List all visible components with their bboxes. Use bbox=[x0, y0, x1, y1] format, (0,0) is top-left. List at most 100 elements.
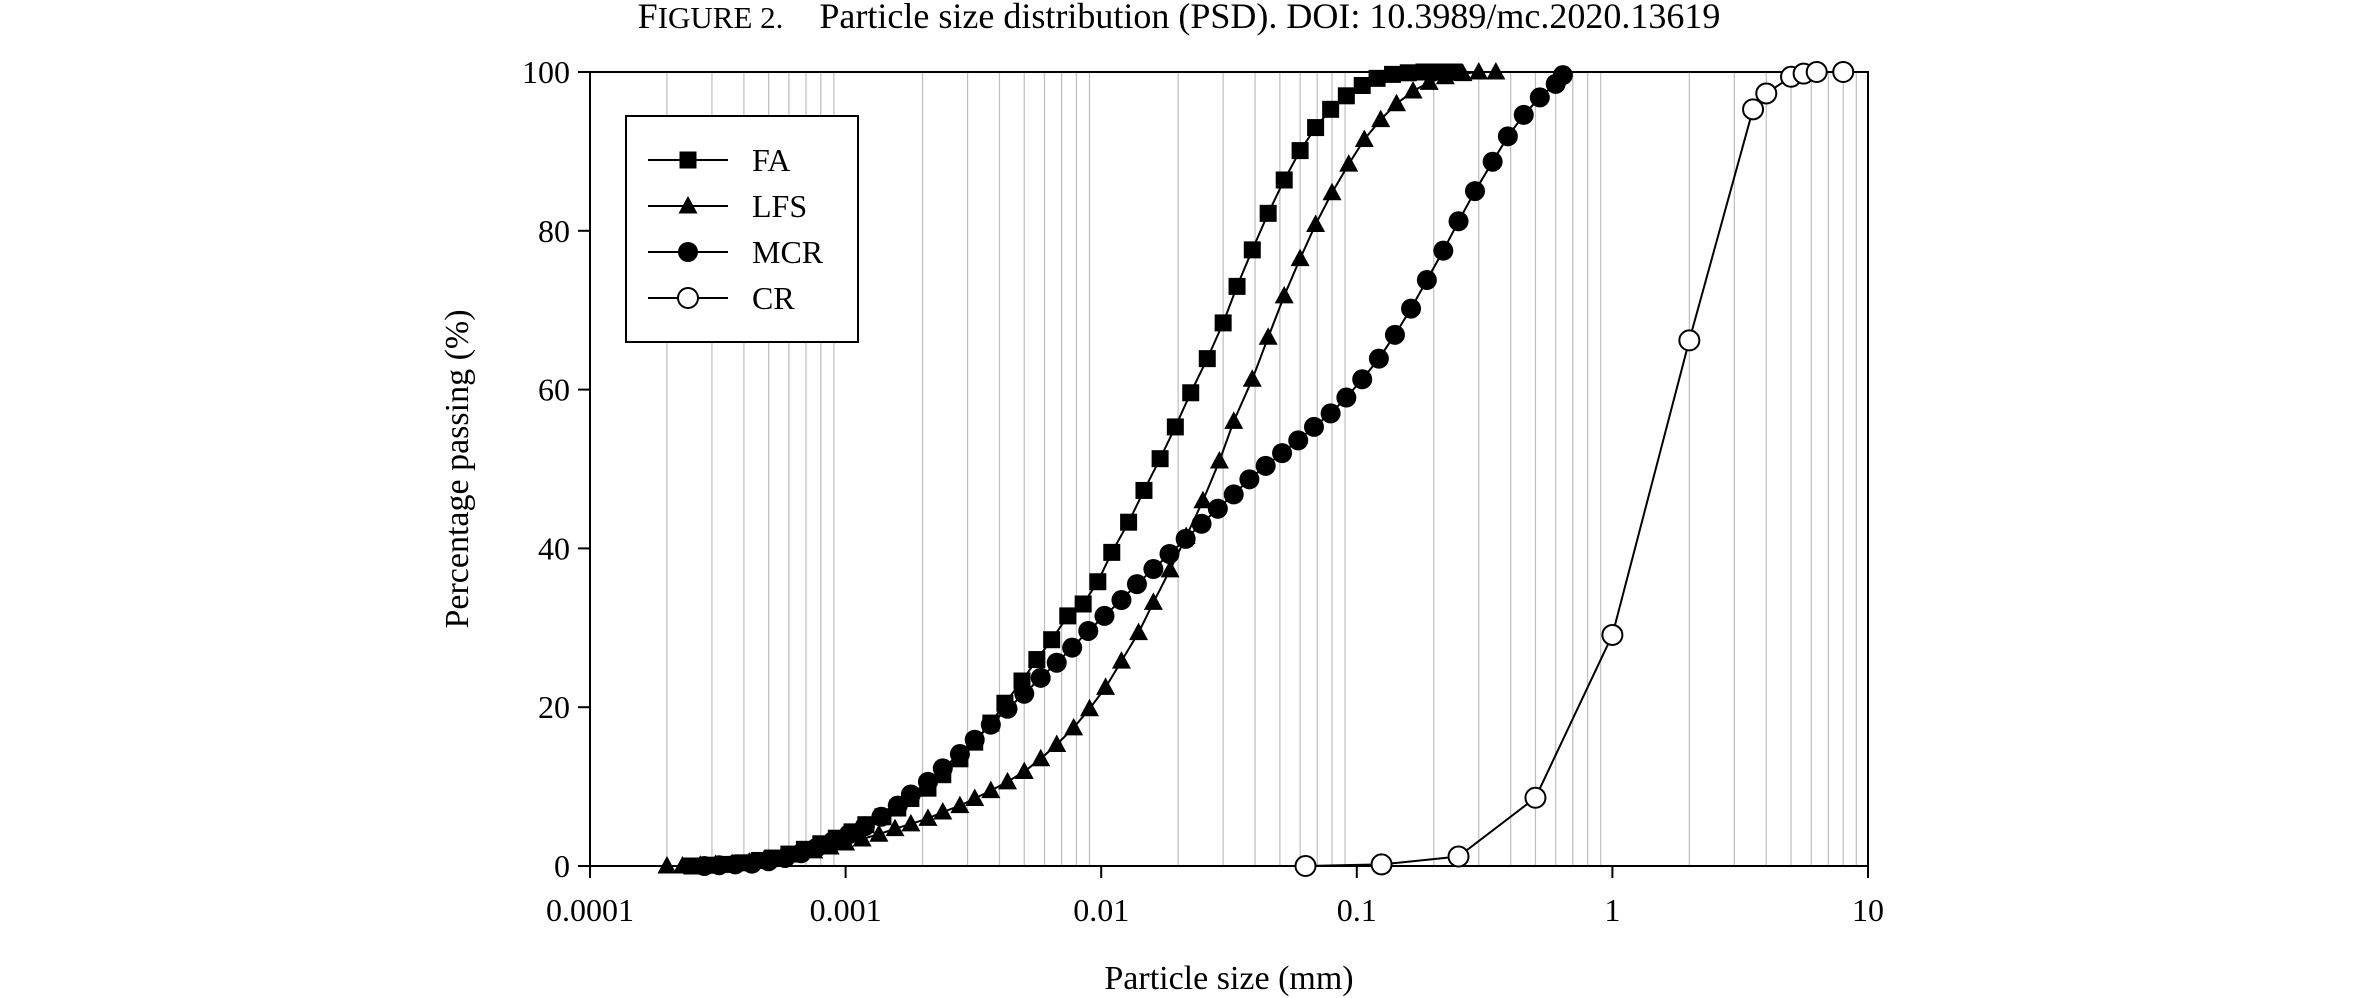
data-point bbox=[1486, 62, 1506, 80]
data-point bbox=[672, 856, 692, 874]
data-point bbox=[1353, 76, 1371, 94]
y-tick-label: 40 bbox=[538, 530, 570, 566]
x-tick-label: 0.1 bbox=[1337, 892, 1377, 928]
figure-label-initial: F bbox=[638, 0, 658, 36]
data-point bbox=[1678, 329, 1701, 352]
data-point bbox=[980, 714, 1001, 735]
data-point bbox=[964, 729, 985, 750]
data-point bbox=[1433, 240, 1454, 261]
data-point bbox=[1059, 607, 1077, 625]
data-point bbox=[806, 837, 827, 858]
data-point bbox=[1193, 490, 1213, 509]
data-point bbox=[900, 784, 921, 805]
y-tick-label: 60 bbox=[538, 372, 570, 408]
data-point bbox=[1259, 204, 1277, 222]
data-point bbox=[1742, 98, 1765, 121]
series-cr bbox=[1294, 61, 1855, 877]
data-point bbox=[1014, 761, 1034, 780]
y-axis-title: Percentage passing (%) bbox=[439, 309, 476, 628]
data-point bbox=[838, 824, 859, 845]
data-point bbox=[1242, 369, 1262, 387]
figure-label-rest: IGURE 2. bbox=[658, 0, 784, 35]
data-point bbox=[1239, 469, 1260, 490]
data-point bbox=[1080, 698, 1100, 717]
data-point bbox=[1371, 109, 1391, 128]
plot-frame bbox=[589, 71, 1869, 867]
series-mcr bbox=[694, 65, 1573, 876]
data-point bbox=[1228, 277, 1246, 295]
data-point bbox=[1272, 443, 1293, 464]
data-point bbox=[1435, 66, 1455, 85]
data-point bbox=[709, 855, 730, 876]
legend-item-cr: CR bbox=[648, 280, 795, 316]
data-point bbox=[997, 698, 1018, 719]
x-tick-label: 1 bbox=[1604, 892, 1620, 928]
data-point bbox=[1275, 171, 1293, 189]
data-point bbox=[822, 831, 843, 852]
data-point bbox=[852, 829, 872, 847]
data-point bbox=[1064, 717, 1084, 736]
data-point bbox=[1336, 387, 1357, 408]
data-point bbox=[1258, 327, 1278, 345]
data-point bbox=[1255, 455, 1276, 476]
data-point bbox=[949, 744, 970, 765]
data-point bbox=[758, 851, 779, 872]
data-point bbox=[678, 196, 698, 214]
data-point bbox=[1126, 574, 1147, 595]
x-tick-label: 0.0001 bbox=[546, 892, 634, 928]
data-point bbox=[871, 806, 892, 827]
data-point bbox=[1529, 87, 1550, 108]
data-point bbox=[1135, 481, 1153, 499]
data-point bbox=[1151, 450, 1169, 468]
legend: FA LFS MCR CR bbox=[625, 115, 859, 343]
data-point bbox=[1175, 528, 1196, 549]
data-point bbox=[1028, 651, 1046, 669]
data-point bbox=[917, 771, 938, 792]
y-tick-label: 0 bbox=[554, 848, 570, 884]
data-point bbox=[1482, 151, 1503, 172]
data-point bbox=[1291, 142, 1309, 160]
data-point bbox=[1755, 82, 1778, 105]
data-point bbox=[1014, 683, 1035, 704]
x-tick-label: 10 bbox=[1852, 892, 1884, 928]
data-point bbox=[678, 242, 698, 262]
data-point bbox=[932, 758, 953, 779]
data-point bbox=[885, 818, 905, 837]
data-point bbox=[725, 854, 746, 875]
data-point bbox=[1805, 61, 1828, 83]
data-point bbox=[679, 151, 697, 169]
data-point bbox=[1062, 637, 1083, 658]
data-point bbox=[1111, 590, 1132, 611]
data-point bbox=[1078, 620, 1099, 641]
data-point bbox=[1497, 126, 1518, 147]
data-point bbox=[1370, 853, 1393, 876]
data-point bbox=[1387, 93, 1407, 112]
data-point bbox=[1524, 786, 1547, 809]
data-point bbox=[657, 856, 677, 874]
data-point bbox=[1832, 61, 1855, 83]
data-point bbox=[1198, 350, 1216, 368]
data-point bbox=[1464, 181, 1485, 202]
x-tick-label: 0.001 bbox=[810, 892, 882, 928]
data-point bbox=[1306, 214, 1326, 232]
data-point bbox=[1339, 154, 1359, 172]
figure-title: Particle size distribution (PSD). DOI: 1… bbox=[819, 0, 1720, 36]
data-point bbox=[1047, 734, 1067, 753]
data-point bbox=[1419, 72, 1439, 90]
data-point bbox=[1030, 667, 1051, 688]
data-point bbox=[791, 843, 812, 864]
legend-item-mcr: MCR bbox=[648, 234, 824, 270]
y-tick-label: 20 bbox=[538, 689, 570, 725]
data-point bbox=[1223, 484, 1244, 505]
data-point bbox=[1448, 211, 1469, 232]
data-point bbox=[1031, 748, 1051, 767]
data-point bbox=[1089, 573, 1107, 591]
data-point bbox=[1207, 498, 1228, 519]
data-point bbox=[677, 287, 699, 309]
data-point bbox=[1096, 677, 1116, 695]
data-point bbox=[1129, 622, 1149, 641]
legend-box bbox=[625, 115, 859, 343]
x-tick-label: 0.01 bbox=[1073, 892, 1129, 928]
